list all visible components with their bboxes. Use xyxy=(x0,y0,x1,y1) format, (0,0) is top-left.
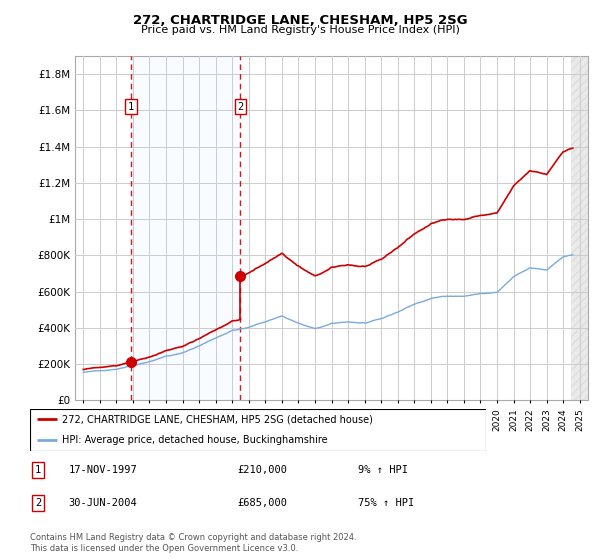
Text: 75% ↑ HPI: 75% ↑ HPI xyxy=(358,498,414,508)
Bar xyxy=(571,56,588,400)
Text: 17-NOV-1997: 17-NOV-1997 xyxy=(68,465,137,475)
Text: 1: 1 xyxy=(35,465,41,475)
Text: Contains HM Land Registry data © Crown copyright and database right 2024.
This d: Contains HM Land Registry data © Crown c… xyxy=(30,533,356,553)
Text: Price paid vs. HM Land Registry's House Price Index (HPI): Price paid vs. HM Land Registry's House … xyxy=(140,25,460,35)
Text: 1: 1 xyxy=(128,102,134,112)
Text: £210,000: £210,000 xyxy=(238,465,287,475)
Text: 2: 2 xyxy=(35,498,41,508)
Bar xyxy=(131,56,241,400)
Text: 272, CHARTRIDGE LANE, CHESHAM, HP5 2SG (detached house): 272, CHARTRIDGE LANE, CHESHAM, HP5 2SG (… xyxy=(62,414,373,424)
Text: £685,000: £685,000 xyxy=(238,498,287,508)
Text: 9% ↑ HPI: 9% ↑ HPI xyxy=(358,465,407,475)
Bar xyxy=(571,56,588,400)
Text: HPI: Average price, detached house, Buckinghamshire: HPI: Average price, detached house, Buck… xyxy=(62,435,328,445)
Text: 2: 2 xyxy=(238,102,244,112)
Text: 272, CHARTRIDGE LANE, CHESHAM, HP5 2SG: 272, CHARTRIDGE LANE, CHESHAM, HP5 2SG xyxy=(133,14,467,27)
Text: 30-JUN-2004: 30-JUN-2004 xyxy=(68,498,137,508)
